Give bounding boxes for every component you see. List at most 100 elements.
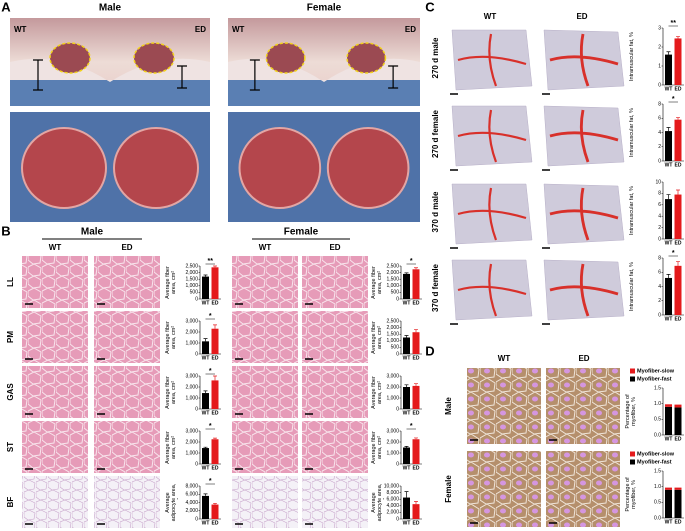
significance-label: * xyxy=(410,258,413,265)
significance-label: * xyxy=(672,250,675,257)
micrograph xyxy=(94,256,160,308)
y-axis-label: Average adipocyte area, cm² xyxy=(371,484,384,522)
x-tick-label: WT xyxy=(202,465,210,471)
y-tick-label: 1,000 xyxy=(386,338,399,344)
y-tick-label: 4,000 xyxy=(185,500,198,506)
x-tick-label: WT xyxy=(403,520,411,526)
error-bar xyxy=(404,446,409,448)
error-bar xyxy=(213,502,217,505)
x-tick-label: WT xyxy=(665,240,673,246)
y-tick-label: 2,000 xyxy=(386,439,399,445)
group-label: Female xyxy=(284,227,319,238)
significance-label: * xyxy=(209,478,212,485)
y-tick-label: 1,500 xyxy=(386,277,399,283)
y-tick-label: 3,000 xyxy=(185,373,198,379)
error-bar xyxy=(203,390,208,394)
photo-background xyxy=(10,80,210,106)
bar-segment xyxy=(674,404,682,408)
bar-segment xyxy=(674,487,682,490)
bar xyxy=(202,448,209,464)
lipid-stain xyxy=(457,187,527,241)
panel-letter: D xyxy=(425,343,434,358)
micrograph xyxy=(546,451,620,527)
y-tick-label: 0 xyxy=(396,406,399,412)
image-label: WT xyxy=(14,25,27,34)
tissue-section xyxy=(451,259,533,321)
x-tick-label: ED xyxy=(212,300,219,306)
micrograph xyxy=(232,476,298,528)
row-label: Female xyxy=(444,475,453,503)
tissue-section xyxy=(451,183,533,245)
y-tick-label: 0 xyxy=(195,351,198,357)
y-tick-label: 2,500 xyxy=(185,263,198,269)
y-tick-label: 8,000 xyxy=(386,490,399,496)
y-axis-label-text: Average fiber area, cm² xyxy=(371,431,383,464)
y-tick-label: 1.5 xyxy=(654,385,661,391)
bar xyxy=(403,387,410,409)
legend-swatch xyxy=(630,459,635,465)
group-label: Female xyxy=(307,3,342,14)
y-tick-label: 6,000 xyxy=(386,497,399,503)
micrograph xyxy=(94,476,160,528)
micrograph xyxy=(94,366,160,418)
y-tick-label: 2,000 xyxy=(185,329,198,335)
column-label: ED xyxy=(121,243,132,252)
row-label: GAS xyxy=(6,383,15,401)
bar xyxy=(211,380,219,409)
bar xyxy=(211,328,219,354)
micrograph xyxy=(22,421,88,473)
error-bar xyxy=(203,338,208,342)
loin-eye xyxy=(49,42,91,74)
y-axis-label-text: Percentage of myofiber, % xyxy=(625,394,637,429)
y-tick-label: 500 xyxy=(391,290,400,296)
y-tick-label: 2,000 xyxy=(185,508,198,514)
error-bar xyxy=(404,384,409,387)
y-tick-label: 0 xyxy=(396,516,399,522)
error-bar xyxy=(676,36,680,39)
y-tick-label: 1,000 xyxy=(185,283,198,289)
y-tick-label: 0.5 xyxy=(654,500,661,506)
bar xyxy=(412,269,420,299)
y-tick-label: 0 xyxy=(195,516,198,522)
error-bar xyxy=(203,493,208,496)
column-label: WT xyxy=(484,12,497,21)
column-label: ED xyxy=(576,12,587,21)
y-tick-label: 0.0 xyxy=(654,432,661,438)
bar-segment xyxy=(665,489,672,518)
row-label: 370 d male xyxy=(431,191,440,232)
y-tick-label: 1,000 xyxy=(386,450,399,456)
lipid-stain xyxy=(457,263,527,317)
thickness-marker xyxy=(388,65,399,89)
tissue-section xyxy=(543,183,625,245)
error-bar xyxy=(666,194,671,200)
loin-eye xyxy=(346,42,387,74)
y-tick-label: 500 xyxy=(391,345,400,351)
y-tick-label: 0 xyxy=(195,296,198,302)
y-axis-label: Average fiber area, cm² xyxy=(165,376,177,409)
y-tick-label: 1,500 xyxy=(185,277,198,283)
significance-label: * xyxy=(209,368,212,375)
chop xyxy=(326,127,410,209)
y-tick-label: 0 xyxy=(195,406,198,412)
loin-eye xyxy=(265,42,306,74)
x-tick-label: ED xyxy=(413,465,420,471)
x-tick-label: ED xyxy=(212,410,219,416)
y-tick-label: 8 xyxy=(658,101,661,107)
y-tick-label: 0 xyxy=(658,312,661,318)
error-bar xyxy=(203,446,208,449)
x-tick-label: WT xyxy=(202,355,210,361)
legend-label: Myofiber-fast xyxy=(637,459,672,465)
y-tick-label: 6,000 xyxy=(185,492,198,498)
y-axis-label: Intramuscular fat, % xyxy=(629,262,635,311)
tissue-section xyxy=(543,29,625,91)
error-bar xyxy=(404,272,409,274)
y-axis-label-text: Intramuscular fat, % xyxy=(629,186,635,235)
y-axis-label: Average adipocyte area, cm² xyxy=(165,484,178,522)
bar xyxy=(674,38,682,85)
bar xyxy=(403,273,410,299)
x-tick-label: WT xyxy=(202,520,210,526)
bar xyxy=(211,267,219,299)
y-tick-label: 1,500 xyxy=(386,332,399,338)
x-tick-label: WT xyxy=(403,355,411,361)
